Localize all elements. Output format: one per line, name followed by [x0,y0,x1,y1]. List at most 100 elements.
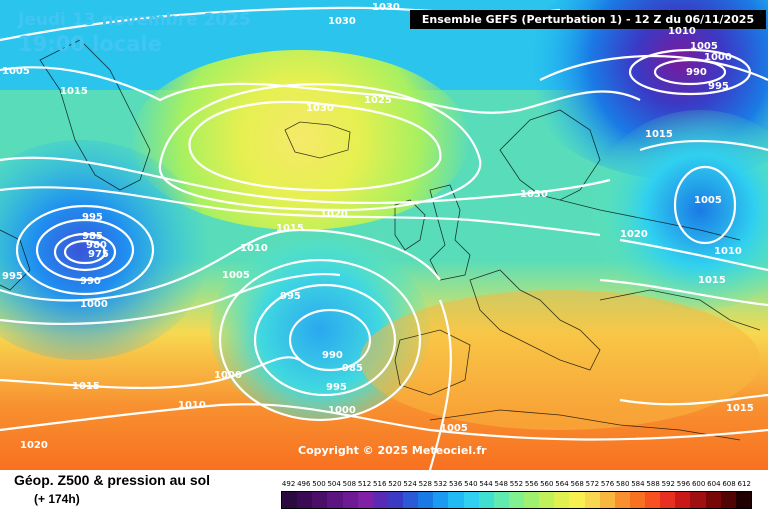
scale-swatch [524,492,540,508]
isobar-label: 1005 [2,66,30,77]
color-scale [281,491,752,509]
isobar-label: 1030 [306,103,334,114]
scale-tick-label: 524 [403,480,417,488]
scale-swatch [720,492,736,508]
isobar-label: 1020 [320,209,348,220]
isobar-label: 1010 [668,26,696,37]
isobar-label: 980 [86,240,107,251]
isobar-label: 995 [326,382,347,393]
isobar-label: 1005 [690,41,718,52]
scale-swatch [403,492,419,508]
scale-tick-label: 604 [707,480,721,488]
scale-swatch [539,492,555,508]
isobar-label: 995 [82,212,103,223]
isobar-label: 1030 [372,2,400,13]
scale-tick-label: 536 [448,480,463,488]
scale-swatch [554,492,570,508]
scale-tick-label: 600 [691,480,706,488]
isobar-label: 1005 [440,423,468,434]
isobar-label: 1010 [240,243,268,254]
scale-tick-label: 564 [555,480,569,488]
scale-tick-label: 580 [616,480,630,488]
scale-tick-label: 596 [676,480,691,488]
scale-swatch [463,492,479,508]
isobar-label: 990 [80,276,101,287]
scale-swatch [448,492,464,508]
scale-tick-label: 516 [373,480,387,488]
forecast-lead-time: (+ 174h) [34,492,80,506]
model-run-banner: Ensemble GEFS (Perturbation 1) - 12 Z du… [410,10,766,29]
scale-swatch [690,492,706,508]
scale-tick-label: 548 [494,480,508,488]
scale-tick-label: 496 [297,480,311,488]
isobar-label: 1010 [714,246,742,257]
scale-swatch [493,492,509,508]
scale-tick-label: 500 [312,480,326,488]
isobar-label: 990 [686,67,707,78]
map-caption: Géop. Z500 & pression au sol [14,472,211,488]
isobar-label: 985 [82,231,103,242]
isobar-label: 1015 [276,223,304,234]
scale-tick-label: 528 [418,480,432,488]
scale-tick-label: 592 [661,480,675,488]
scale-swatch [614,492,630,508]
copyright-notice: Copyright © 2025 Meteociel.fr [298,444,487,457]
scale-swatch [629,492,645,508]
isobar-label: 995 [280,291,301,302]
isobar-label: 1015 [72,381,100,392]
scale-tick-label: 508 [342,480,357,488]
scale-swatch [660,492,676,508]
scale-tick-label: 504 [327,480,341,488]
isobar-label: 1000 [328,405,356,416]
scale-tick-label: 588 [646,480,660,488]
isobar-label: 1015 [645,129,673,140]
scale-swatch [508,492,524,508]
scale-swatch [282,492,298,508]
scale-swatch [675,492,691,508]
scale-tick-label: 584 [631,480,645,488]
scale-swatch [569,492,585,508]
scale-swatch [599,492,615,508]
isobar-label: 1000 [704,52,732,63]
scale-swatch [478,492,494,508]
isobar-label: 1010 [178,400,206,411]
scale-swatch [327,492,343,508]
isobar-lines [0,6,768,470]
scale-tick-label: 520 [388,480,402,488]
scale-swatch [297,492,313,508]
isobar-label: 990 [322,350,343,361]
isobar-label: 995 [708,81,729,92]
isobar-label: 1020 [620,229,648,240]
scale-tick-label: 556 [524,480,539,488]
isobar-label: 1025 [364,95,392,106]
map-panel: Jeudi 13 novembre 2025 19:00 locale Ense… [0,0,768,470]
valid-date: Jeudi 13 novembre 2025 [18,10,251,30]
scale-tick-label: 544 [479,480,493,488]
scale-swatch [372,492,388,508]
valid-time: 19:00 locale [18,32,162,56]
scale-swatch [735,492,751,508]
scale-swatch [387,492,403,508]
geopotential-map [0,0,768,470]
scale-tick-label: 540 [464,480,478,488]
scale-swatch [584,492,600,508]
color-scale-labels: 492 496 500 504 508 512 516 520 524 528 532 536 540 5… [281,480,752,490]
scale-tick-label: 572 [585,480,600,488]
isobar-label: 1005 [222,270,250,281]
footer: Géop. Z500 & pression au sol (+ 174h) 49… [0,470,768,512]
scale-swatch [418,492,434,508]
isobar-label: 1000 [214,370,242,381]
scale-tick-label: 576 [600,480,615,488]
scale-swatch [705,492,721,508]
isobar-label: 995 [2,271,23,282]
isobar-label: 1030 [328,16,356,27]
scale-tick-label: 612 [737,480,751,488]
isobar-label: 1015 [698,275,726,286]
isobar-label: 1020 [20,440,48,451]
scale-tick-label: 532 [433,480,448,488]
scale-swatch [312,492,328,508]
isobar-label: 1015 [726,403,754,414]
scale-tick-label: 512 [357,480,372,488]
scale-tick-label: 568 [570,480,584,488]
